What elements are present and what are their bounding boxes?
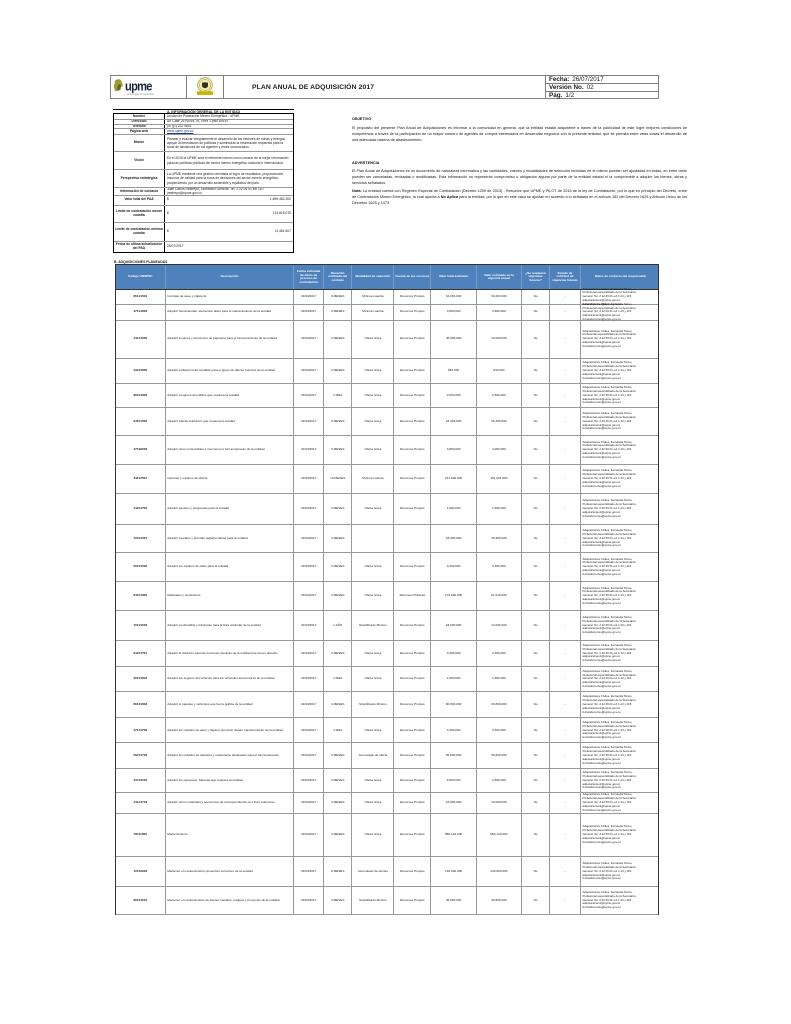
svg-text:upme: upme <box>125 79 153 94</box>
svg-text:la energía de Colombia: la energía de Colombia <box>127 92 154 96</box>
